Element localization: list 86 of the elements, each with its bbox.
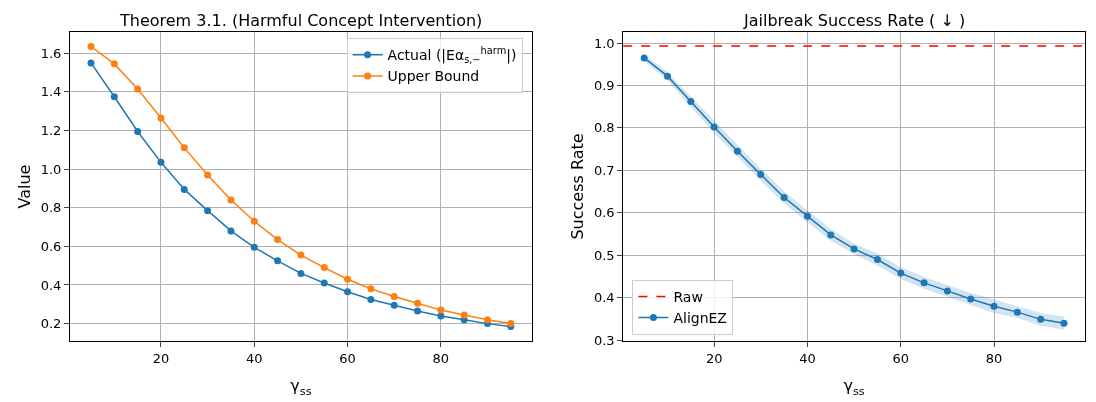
point (250, 243, 258, 251)
point (110, 93, 118, 101)
point (414, 299, 422, 307)
legend-label: Actual (|Eα$_{s,−}$$^{harm}$|) (387, 45, 517, 66)
point (1037, 315, 1045, 323)
y-tick-label: 0.3 (593, 332, 615, 348)
point (134, 127, 142, 135)
legend-label: Raw (673, 288, 703, 305)
y-tick-label: 0.8 (593, 120, 615, 136)
y-axis-title: Value (14, 164, 34, 209)
x-tick-label: 20 (705, 350, 723, 366)
point (180, 185, 188, 193)
y-tick-label: 0.2 (40, 316, 62, 332)
point (227, 196, 235, 204)
legend-label: Upper Bound (387, 68, 480, 85)
point (1013, 308, 1021, 316)
point (390, 293, 398, 301)
y-tick-label: 0.7 (593, 162, 615, 178)
point (640, 54, 648, 62)
point (437, 306, 445, 314)
point (943, 287, 951, 295)
point (390, 301, 398, 309)
y-axis-title: Success Rate (567, 133, 587, 240)
point (344, 275, 352, 283)
point (803, 212, 811, 220)
x-tick-label: 60 (892, 350, 910, 366)
y-tick-label: 0.8 (40, 200, 62, 216)
point (320, 279, 328, 287)
point (1060, 319, 1068, 327)
point (204, 171, 212, 179)
point (110, 60, 118, 68)
y-tick-label: 0.6 (593, 205, 615, 221)
point (87, 59, 95, 67)
y-tick-label: 1.0 (593, 35, 615, 51)
y-tick-label: 1.4 (40, 84, 62, 100)
y-tick-label: 0.9 (593, 78, 615, 94)
point (134, 85, 142, 93)
point (460, 311, 468, 319)
y-tick-label: 0.4 (40, 277, 62, 293)
point (157, 114, 165, 122)
y-tick-label: 1.6 (40, 45, 62, 61)
point (367, 285, 375, 293)
point (87, 42, 95, 50)
point (897, 269, 905, 277)
point (180, 144, 188, 152)
x-tick-label: 60 (339, 350, 356, 366)
y-tick-label: 0.6 (40, 238, 62, 254)
chart-title: Jailbreak Success Rate ( ↓ ) (743, 11, 966, 30)
point (274, 236, 282, 244)
point (204, 207, 212, 215)
x-axis-title: γ$_{ss}$ (290, 376, 312, 398)
chart-title: Theorem 3.1. (Harmful Concept Intervention) (119, 11, 483, 30)
point (664, 72, 671, 80)
x-tick-label: 40 (245, 350, 263, 366)
point (320, 264, 328, 272)
point (367, 295, 375, 303)
x-tick-label: 20 (152, 350, 170, 366)
point (873, 256, 881, 264)
point (274, 257, 282, 265)
point (733, 147, 741, 155)
point (484, 316, 492, 324)
point (250, 217, 258, 225)
point (827, 231, 835, 239)
x-tick-label: 80 (985, 350, 1003, 366)
y-tick-label: 0.4 (593, 290, 615, 306)
y-tick-label: 1.2 (40, 123, 62, 139)
point (850, 245, 858, 253)
point (780, 194, 788, 202)
point (414, 307, 422, 315)
x-tick-label: 40 (799, 350, 816, 366)
point (687, 98, 695, 106)
point (757, 171, 765, 179)
point (344, 288, 352, 296)
x-tick-label: 80 (432, 350, 450, 366)
point (157, 158, 165, 166)
y-tick-label: 0.5 (593, 247, 615, 263)
point (297, 251, 305, 259)
point (227, 227, 235, 235)
y-tick-label: 1.0 (40, 161, 62, 177)
point (710, 123, 718, 131)
x-axis-title: γ$_{ss}$ (843, 376, 865, 398)
point (990, 302, 998, 310)
point (920, 279, 928, 287)
point (297, 269, 305, 277)
legend-label: AlignEZ (673, 310, 727, 327)
point (967, 295, 975, 303)
